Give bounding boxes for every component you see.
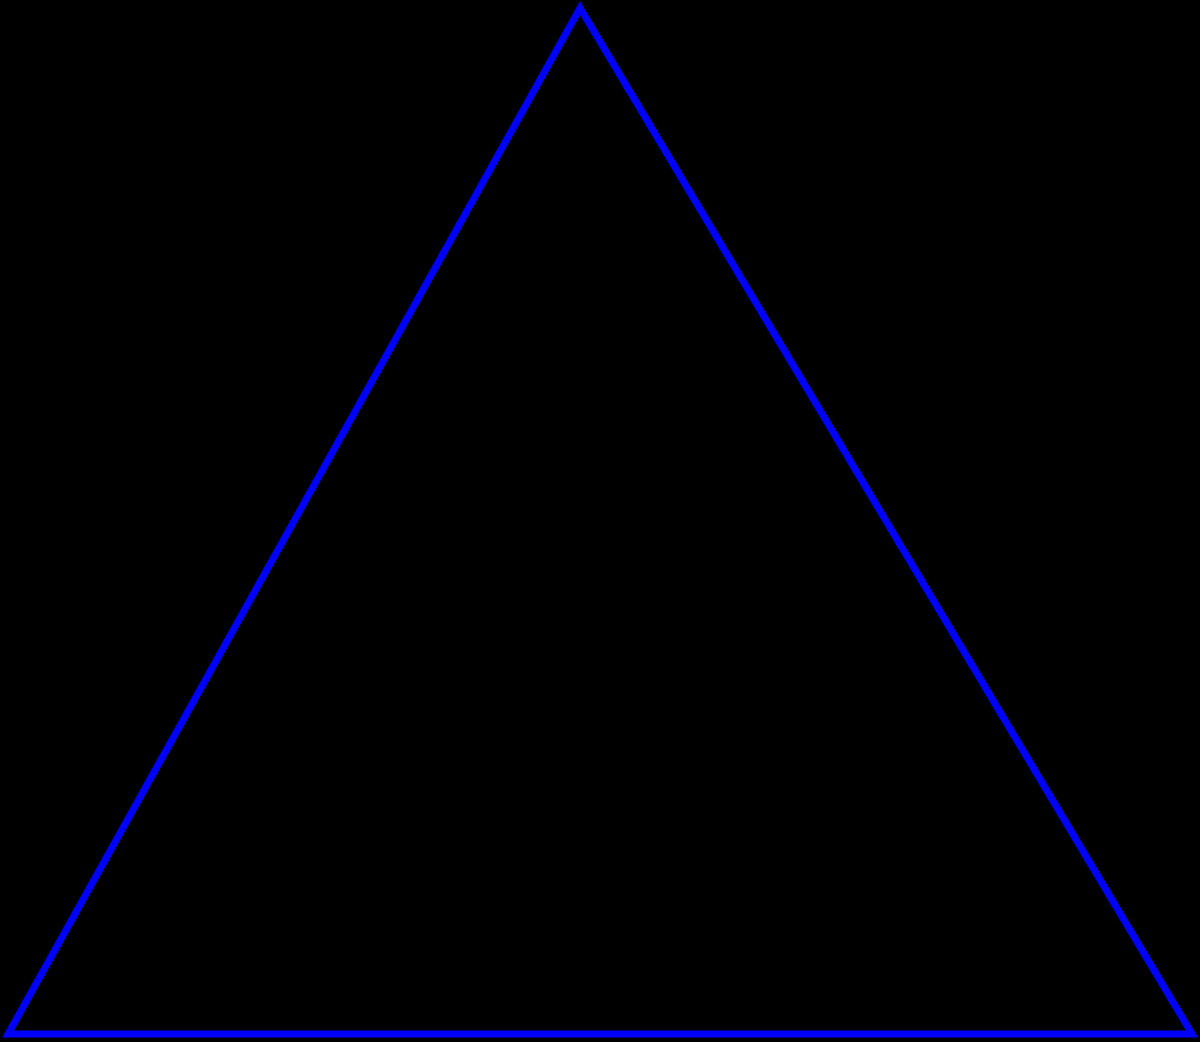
- triangle-diagram: [0, 0, 1200, 1042]
- triangle-shape: [0, 0, 1200, 1042]
- triangle-polygon: [8, 8, 1192, 1034]
